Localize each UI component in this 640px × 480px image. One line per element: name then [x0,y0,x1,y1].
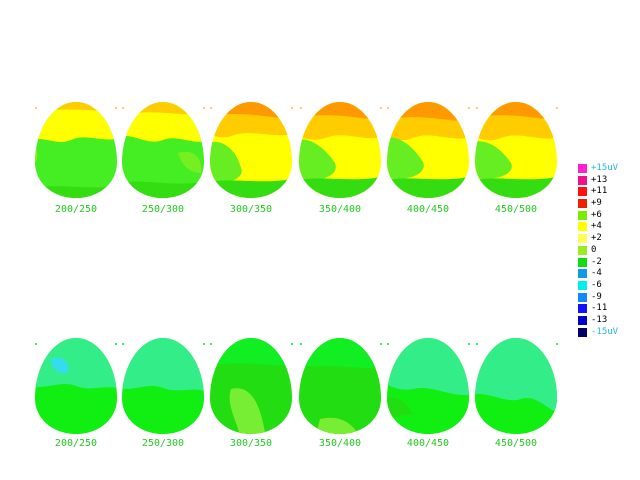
legend-swatch [578,245,587,255]
map-label-bottom-2: 250/300 [141,438,185,449]
head-map-top-3 [210,102,292,198]
head-map-bottom-5 [387,338,469,434]
map-label-top-1: 200/250 [54,204,98,215]
legend-swatch [578,210,587,220]
map-label-top-6: 450/500 [494,204,538,215]
electrode-markers-bottom [35,343,558,345]
legend-label: 0 [591,244,597,255]
legend-label: -6 [591,279,602,290]
head-map-top-4 [299,102,381,198]
legend-label: -15uV [591,326,619,337]
legend-swatch [578,175,587,185]
legend-label: +2 [591,233,602,244]
legend-swatch [578,304,587,314]
head-map-top-5 [387,102,469,198]
head-map-top-6 [475,102,557,198]
map-label-top-5: 400/450 [406,204,450,215]
map-label-bottom-6: 450/500 [494,438,538,449]
legend-swatch [578,327,587,337]
map-label-bottom-1: 200/250 [54,438,98,449]
legend-swatch [578,269,587,279]
map-label-top-4: 350/400 [318,204,362,215]
legend-label: +4 [591,221,602,232]
legend-label: -11 [591,303,608,314]
map-label-top-2: 250/300 [141,204,185,215]
head-map-bottom-1 [35,338,117,434]
legend-swatch [578,280,587,290]
legend-label: -2 [591,256,602,267]
map-label-bottom-5: 400/450 [406,438,450,449]
electrode-markers [35,107,558,109]
legend-label: +9 [591,198,602,209]
head-map-bottom-4 [299,338,381,434]
legend-swatch [578,199,587,209]
legend-label: -13 [591,314,608,325]
legend-swatch [578,315,587,325]
head-map-top-1 [35,102,117,198]
legend-label: +13 [591,174,608,185]
legend-label: +11 [591,186,608,197]
map-label-top-3: 300/350 [229,204,273,215]
legend-label: +6 [591,209,602,220]
legend-swatch [578,257,587,267]
head-map-bottom-6 [475,338,557,434]
legend-swatch [578,222,587,232]
map-label-bottom-4: 350/400 [318,438,362,449]
map-label-bottom-3: 300/350 [229,438,273,449]
legend-swatch [578,164,587,173]
legend-label: -4 [591,268,602,279]
legend-swatch [578,187,587,197]
legend-label: +15uV [591,163,619,173]
legend-label: -9 [591,291,602,302]
legend-swatch [578,234,587,244]
head-map-top-2 [122,102,204,198]
head-map-bottom-3 [210,338,292,434]
legend-swatch [578,292,587,302]
head-map-bottom-2 [122,338,204,434]
